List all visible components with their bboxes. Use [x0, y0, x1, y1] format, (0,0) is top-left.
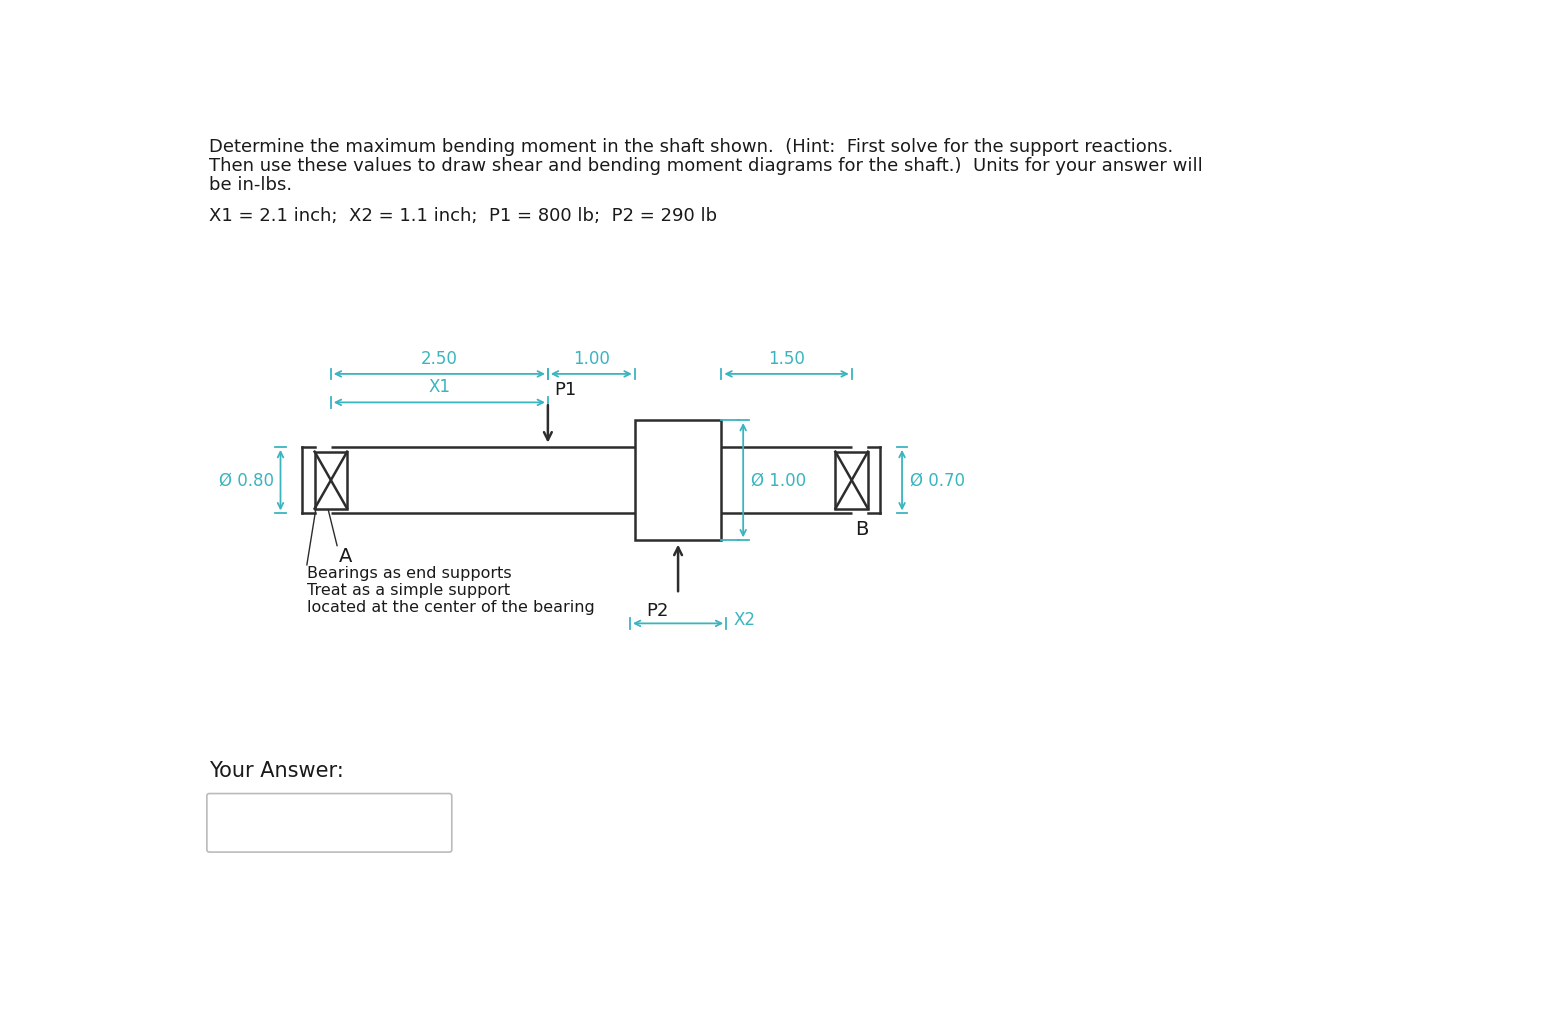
Bar [836, 452, 868, 509]
Text: 2.50: 2.50 [420, 350, 458, 368]
Text: Ø 0.70: Ø 0.70 [909, 471, 965, 489]
Text: Then use these values to draw shear and bending moment diagrams for the shaft.) : Then use these values to draw shear and … [209, 157, 1203, 175]
Text: P2: P2 [647, 602, 669, 620]
Text: Determine the maximum bending moment in the shaft shown.  (Hint:  First solve fo: Determine the maximum bending moment in … [209, 137, 1173, 156]
Text: X1: X1 [428, 378, 450, 396]
Text: Ø 0.80: Ø 0.80 [219, 471, 275, 489]
Text: A: A [339, 547, 351, 566]
Text: Bearings as end supports: Bearings as end supports [306, 566, 511, 582]
Bar [314, 452, 347, 509]
Bar [634, 420, 722, 541]
Text: be in-lbs.: be in-lbs. [209, 176, 292, 194]
Text: located at the center of the bearing: located at the center of the bearing [306, 600, 595, 615]
Text: 1.50: 1.50 [769, 350, 804, 368]
Text: X1 = 2.1 inch;  X2 = 1.1 inch;  P1 = 800 lb;  P2 = 290 lb: X1 = 2.1 inch; X2 = 1.1 inch; P1 = 800 l… [209, 207, 717, 225]
Text: Ø 1.00: Ø 1.00 [751, 471, 806, 489]
Text: Treat as a simple support: Treat as a simple support [306, 584, 509, 598]
Text: B: B [856, 520, 868, 540]
Text: X2: X2 [734, 610, 756, 629]
Text: 1.00: 1.00 [573, 350, 609, 368]
Text: P1: P1 [555, 381, 576, 398]
Text: Your Answer:: Your Answer: [209, 761, 344, 781]
FancyBboxPatch shape [206, 794, 451, 852]
